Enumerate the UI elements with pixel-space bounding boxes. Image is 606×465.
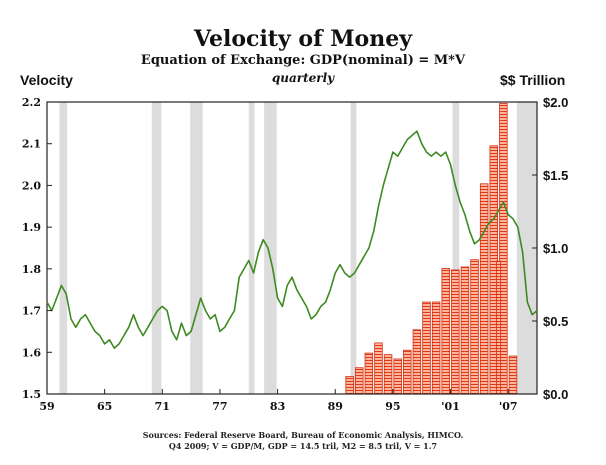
money-bar [374, 342, 383, 395]
chart-frequency: quarterly [271, 71, 335, 85]
chart-title: Velocity of Money [193, 26, 413, 52]
money-bar [345, 376, 354, 395]
money-bar [393, 358, 402, 395]
recession-band [248, 102, 255, 394]
money-bar [496, 260, 502, 395]
money-bar [441, 268, 450, 395]
recession-band [59, 102, 68, 394]
x-tick-label: 83 [270, 400, 285, 413]
money-bar [422, 301, 431, 395]
x-tick-label: 95 [385, 400, 400, 413]
source-line-2: Q4 2009; V = GDP/M, GDP = 14.5 tril, M2 … [168, 441, 438, 451]
source-line-1: Sources: Federal Reserve Board, Bureau o… [142, 430, 464, 440]
x-tick-label: 77 [212, 400, 227, 413]
money-bar [508, 355, 518, 395]
x-tick-label: 89 [328, 400, 343, 413]
money-bar [451, 269, 460, 395]
money-bar [470, 259, 479, 395]
right-tick-label: $0.5 [543, 314, 568, 329]
right-tick-label: $1.5 [543, 168, 568, 183]
x-tick-label: '07 [499, 400, 518, 413]
source-note: Sources: Federal Reserve Board, Bureau o… [0, 430, 606, 452]
money-bar [431, 301, 441, 395]
recession-band [151, 102, 162, 394]
money-bar [383, 354, 393, 395]
recession-band [190, 102, 203, 394]
left-tick-label: 2.0 [22, 179, 41, 192]
recession-band [452, 102, 460, 394]
x-tick-label: 71 [155, 400, 170, 413]
recession-band [516, 102, 537, 394]
x-tick-label: '01 [441, 400, 460, 413]
x-tick-label: 65 [97, 400, 112, 413]
left-tick-label: 1.6 [22, 346, 41, 359]
money-bar [364, 352, 374, 395]
left-tick-label: 2.2 [22, 96, 41, 109]
chart-subtitle: Equation of Exchange: GDP(nominal) = M*V [140, 53, 466, 68]
money-bar [355, 367, 364, 395]
left-tick-label: 1.9 [22, 221, 41, 234]
velocity-line [46, 130, 538, 349]
left-tick-label: 1.7 [22, 305, 41, 318]
recession-band [350, 102, 357, 394]
right-axis-label: $$ Trillion [500, 72, 566, 88]
left-tick-label: 1.8 [22, 263, 41, 276]
money-bar [403, 349, 412, 395]
money-bar [460, 266, 470, 395]
right-tick-label: $2.0 [543, 95, 568, 110]
money-bar [479, 183, 489, 395]
left-tick-label: 2.1 [22, 138, 41, 151]
x-tick-label: 59 [39, 400, 54, 413]
right-tick-label: $0.0 [543, 387, 568, 402]
left-axis-label: Velocity [20, 72, 73, 88]
right-tick-label: $1.0 [543, 241, 568, 256]
money-bar [412, 329, 422, 395]
recession-band [264, 102, 277, 394]
left-tick-label: 1.5 [22, 388, 41, 401]
